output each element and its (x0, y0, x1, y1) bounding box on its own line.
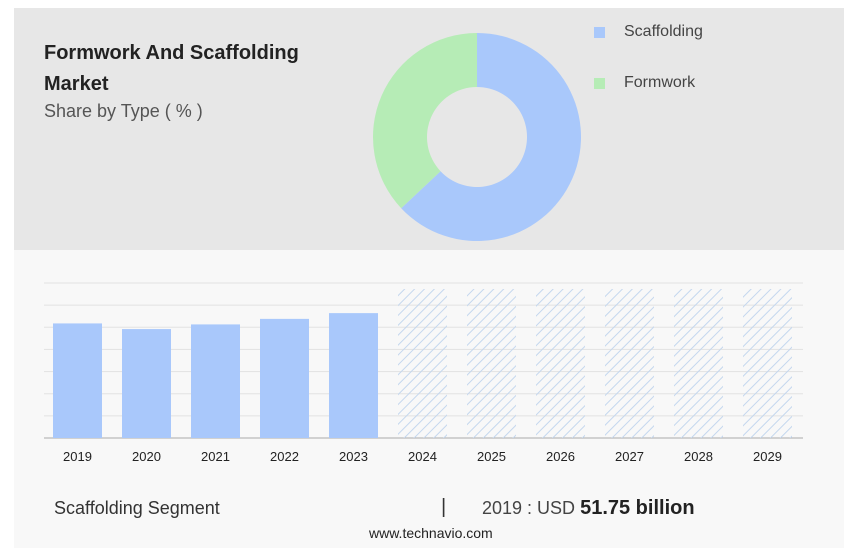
x-tick-label-2019: 2019 (63, 449, 92, 464)
footer-segment-label: Scaffolding Segment (54, 498, 220, 518)
legend-swatch-formwork (594, 77, 605, 89)
forecast-bar-2027 (605, 289, 654, 438)
x-tick-label-2025: 2025 (477, 449, 506, 464)
footer-value: 2019 : USD 51.75 billion (482, 497, 695, 520)
x-tick-label-2026: 2026 (546, 449, 575, 464)
legend-label-scaffolding: Scaffolding (624, 23, 703, 40)
donut-chart (373, 33, 582, 241)
chart-title: Formwork And Scaffolding Market (44, 42, 299, 95)
footer-year-label: 2019 : USD (482, 498, 576, 518)
donut-slice-scaffolding (401, 33, 582, 241)
legend-item-scaffolding: Scaffolding (594, 23, 703, 41)
legend-swatch-scaffolding (594, 26, 605, 38)
x-tick-label-2020: 2020 (132, 449, 161, 464)
bar-2020 (122, 329, 171, 438)
bar-2022 (260, 318, 309, 438)
x-tick-label-2027: 2027 (615, 449, 644, 464)
forecast-bar-2024 (398, 289, 447, 438)
website-label: www.technavio.com (369, 525, 493, 541)
forecast-bar-2029 (743, 289, 792, 438)
forecast-bar-2025 (467, 289, 516, 438)
forecast-bar-2026 (536, 289, 585, 438)
legend-item-formwork: Formwork (594, 74, 695, 92)
legend-label-formwork: Formwork (624, 74, 696, 91)
bar-chart: 2019 2020 2021 2022 2023 2024 2025 2026 2027 2028… (44, 282, 803, 464)
donut-slice-formwork (373, 33, 477, 209)
x-tick-label-2022: 2022 (270, 449, 299, 464)
x-tick-label-2023: 2023 (339, 449, 368, 464)
bar-2023 (329, 313, 378, 438)
bar-2021 (191, 324, 240, 438)
footer-value-label: 51.75 billion (580, 497, 695, 519)
forecast-bar-2028 (674, 289, 723, 438)
x-tick-label-2024: 2024 (408, 449, 437, 464)
footer-separator: | (441, 496, 447, 518)
chart-subtitle: Share by Type ( % ) (44, 101, 203, 121)
bar-2019 (53, 323, 102, 438)
x-tick-label-2029: 2029 (753, 449, 782, 464)
x-tick-label-2028: 2028 (684, 449, 713, 464)
x-tick-label-2021: 2021 (201, 449, 230, 464)
